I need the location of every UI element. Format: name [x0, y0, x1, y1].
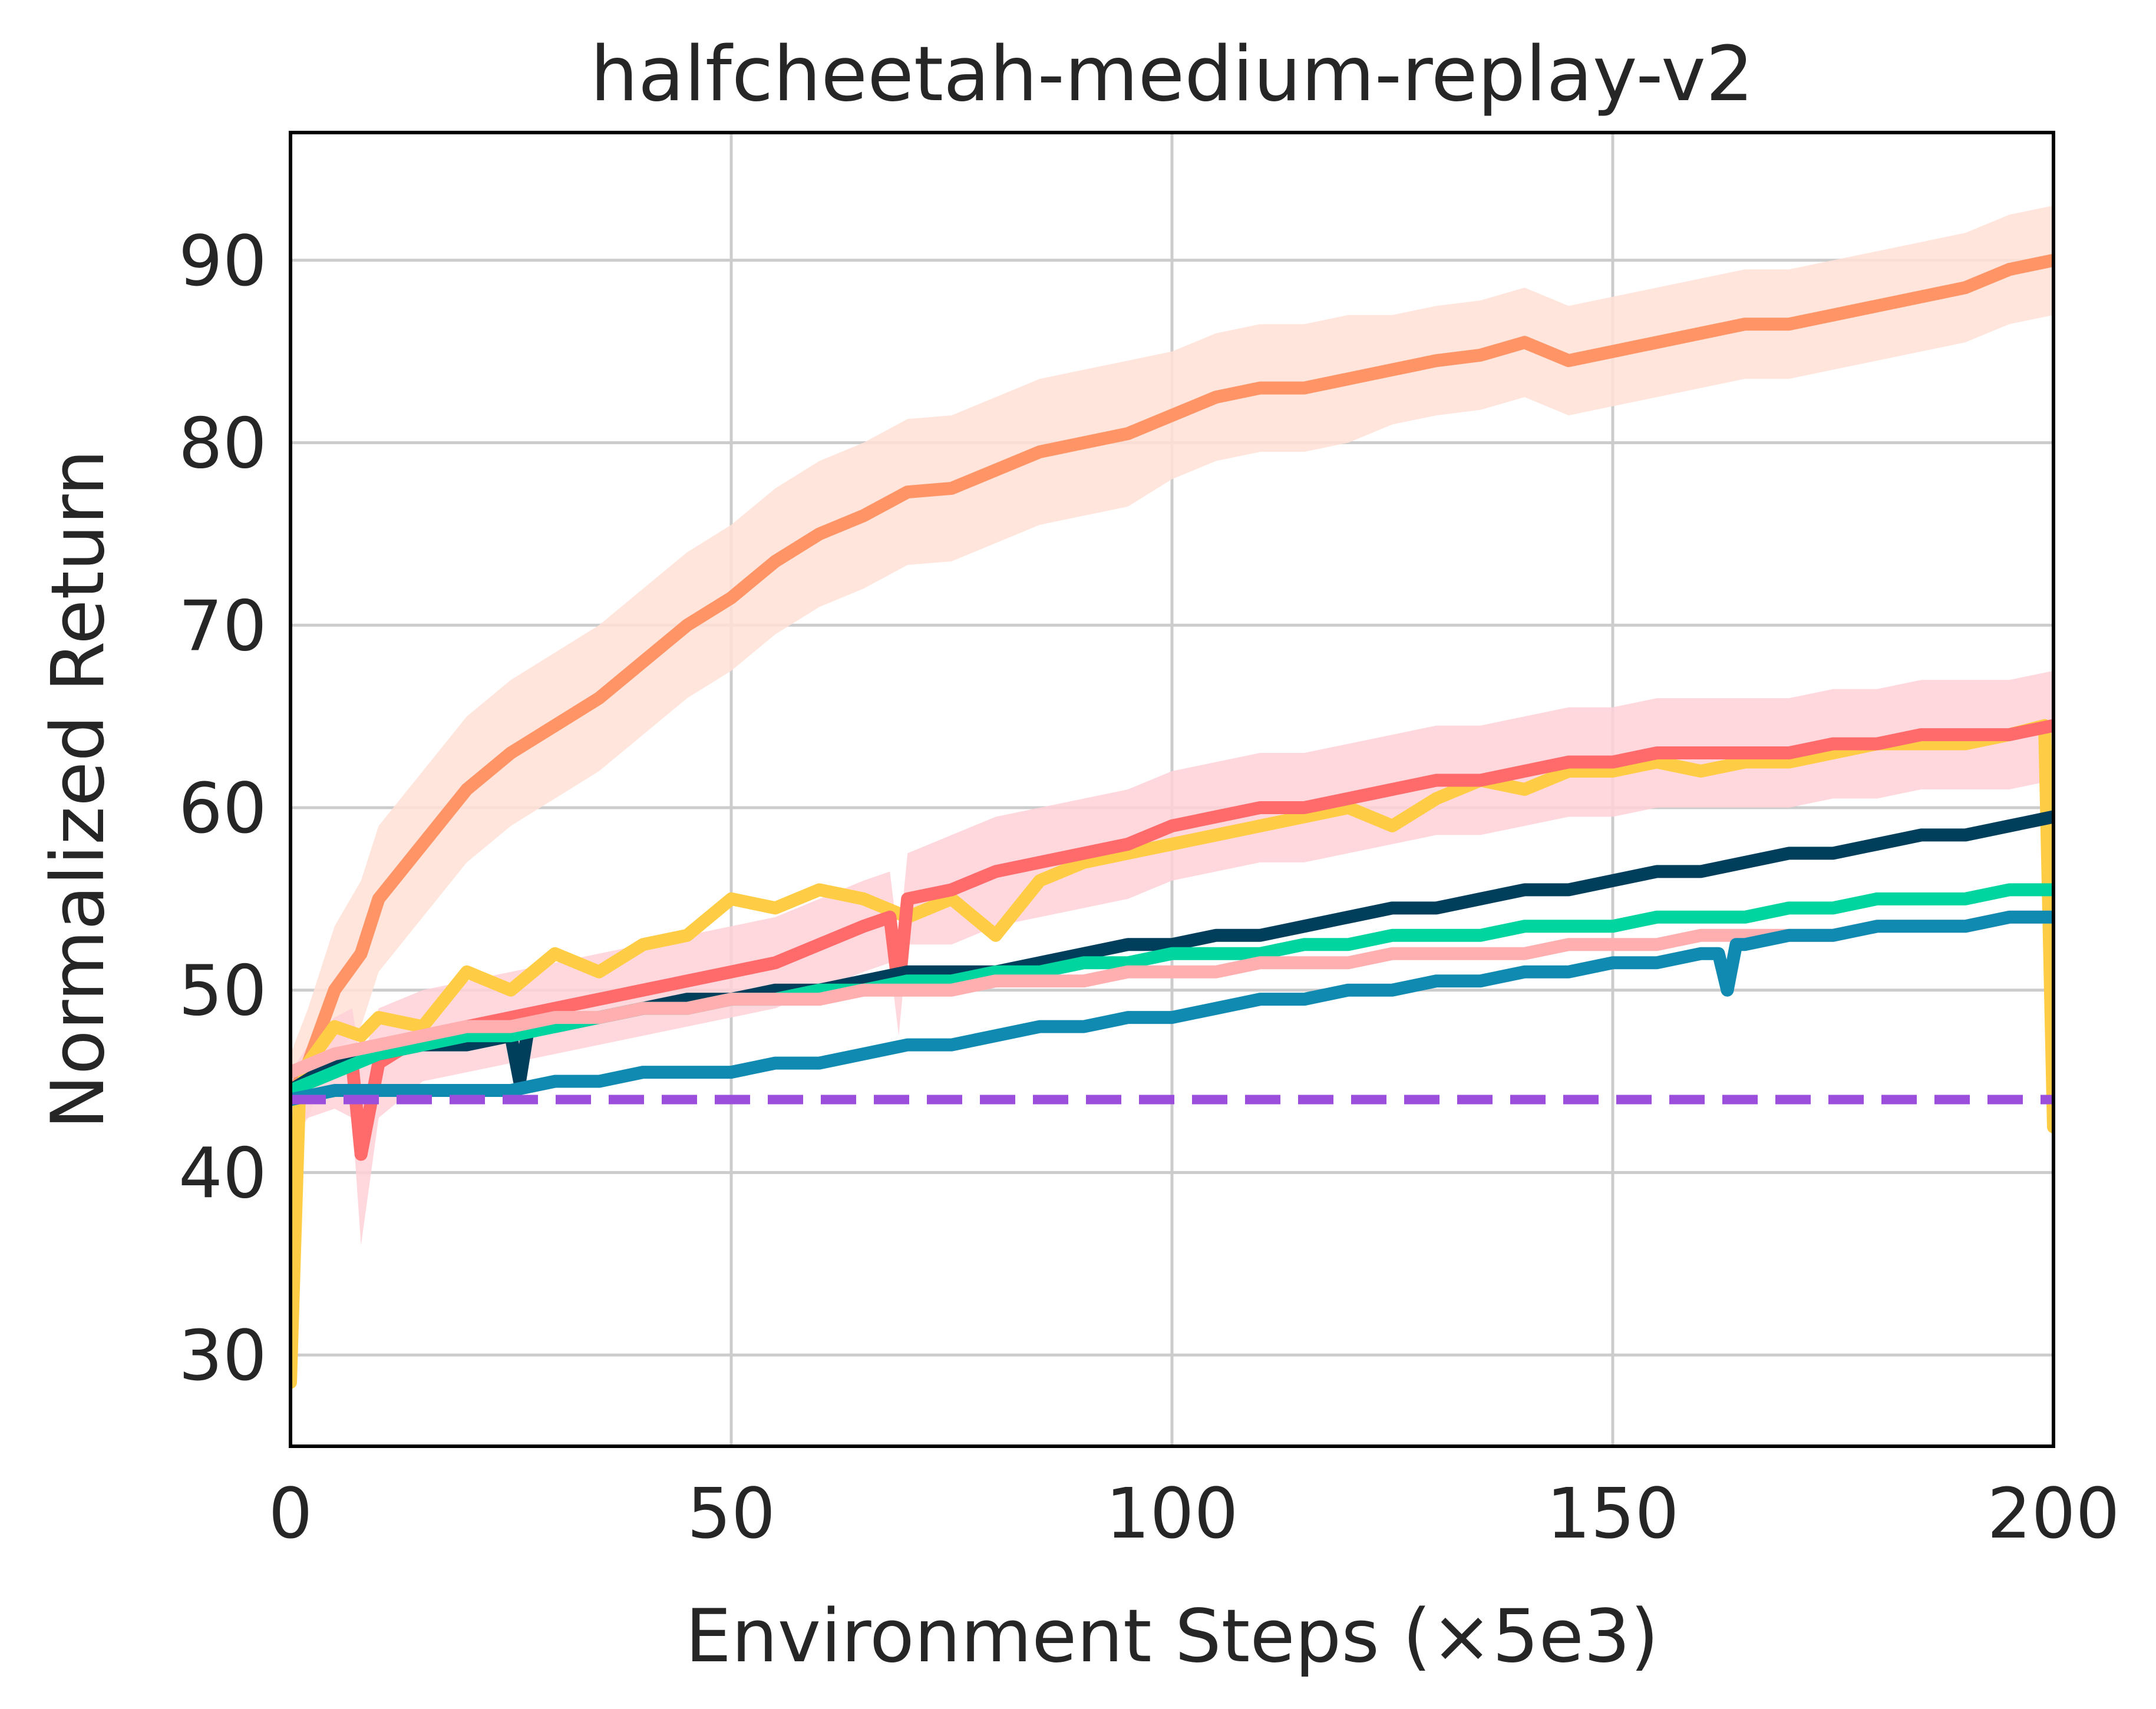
- y-tick-label: 40: [179, 1132, 267, 1214]
- x-tick-label: 100: [1105, 1473, 1238, 1554]
- tick-labels: 0 50 100 150 200 30 40 50 60 70 80 90: [179, 220, 2120, 1554]
- series-line: [290, 910, 2053, 1106]
- y-tick-label: 90: [179, 220, 267, 302]
- x-tick-label: 200: [1987, 1473, 2119, 1554]
- series-line: [290, 253, 2053, 1106]
- chart-title: halfcheetah-medium-replay-v2: [590, 31, 1754, 118]
- x-tick-label: 150: [1546, 1473, 1679, 1554]
- y-tick-label: 70: [179, 585, 267, 666]
- y-tick-label: 80: [179, 403, 267, 484]
- y-tick-label: 50: [179, 950, 267, 1032]
- x-tick-label: 0: [268, 1473, 312, 1554]
- series-line: [290, 719, 2053, 1389]
- series-band: [290, 670, 2053, 1246]
- x-axis-label: Environment Steps (×5e3): [685, 1594, 1659, 1679]
- y-tick-label: 60: [179, 768, 267, 849]
- x-tick-label: 50: [687, 1473, 775, 1554]
- series-lines: [290, 253, 2053, 1389]
- y-tick-label: 30: [179, 1315, 267, 1396]
- plot-frame: [289, 131, 2055, 1448]
- y-axis-label: Normalized Return: [36, 449, 121, 1129]
